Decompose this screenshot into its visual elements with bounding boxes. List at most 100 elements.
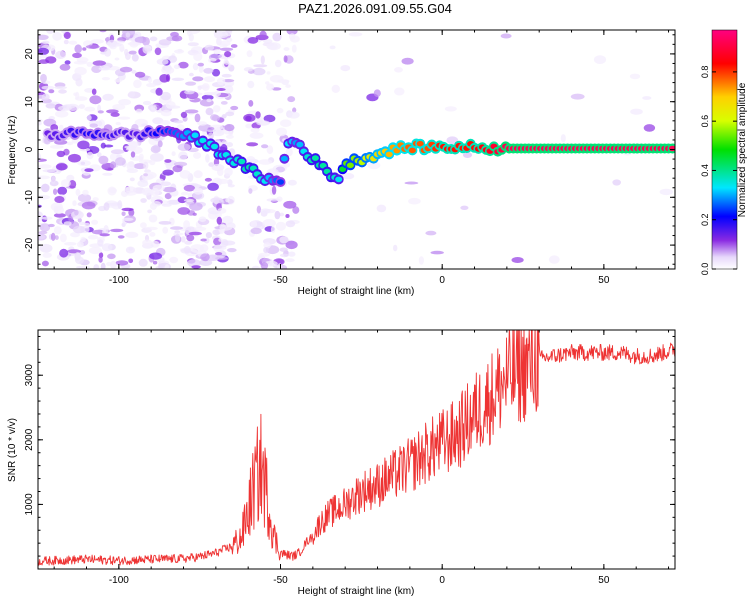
x-tick-label: -50 (273, 275, 288, 286)
ridge-point (199, 137, 207, 144)
noise-blob (279, 212, 285, 217)
noise-blob (97, 110, 104, 114)
noise-blob (177, 207, 190, 215)
noise-blob (112, 104, 126, 110)
noise-blob (54, 235, 59, 240)
noise-blob (217, 168, 224, 176)
noise-blob (184, 109, 199, 114)
top-y-axis-label: Frequency (Hz) (7, 116, 18, 185)
noise-blob (199, 259, 213, 266)
x-tick-label: 50 (598, 275, 610, 286)
noise-blob (49, 145, 64, 149)
noise-blob (256, 205, 262, 214)
noise-blob (213, 244, 224, 253)
noise-blob (285, 240, 298, 250)
noise-blob (171, 35, 183, 42)
noise-blob (171, 77, 185, 82)
noise-blob (129, 177, 135, 182)
noise-blob (204, 177, 212, 182)
noise-blob (75, 188, 81, 196)
noise-blob (41, 93, 50, 101)
noise-blob (205, 153, 210, 163)
noise-blob (274, 210, 281, 220)
noise-blob (462, 152, 473, 158)
noise-blob (125, 246, 135, 254)
noise-blob (259, 30, 267, 39)
noise-blob (107, 186, 117, 196)
figure-title: PAZ1.2026.091.09.55.G04 (298, 1, 452, 16)
noise-blob (418, 256, 424, 265)
noise-blob (260, 262, 269, 269)
noise-blob (272, 32, 282, 42)
noise-blob (97, 152, 102, 158)
colorbar-tick-label: 0.0 (700, 263, 710, 276)
noise-blob (205, 232, 212, 239)
noise-blob (101, 77, 110, 81)
noise-blob (124, 145, 133, 149)
noise-blob (60, 179, 71, 188)
noise-blob (93, 264, 100, 269)
noise-blob (103, 202, 110, 211)
noise-blob (134, 36, 147, 44)
noise-blob (192, 212, 197, 216)
noise-blob (177, 143, 191, 151)
y-tick-label: 10 (24, 96, 35, 108)
noise-blob (106, 202, 121, 206)
noise-blob (99, 30, 107, 33)
noise-blob (263, 247, 269, 254)
noise-blob (57, 186, 68, 196)
noise-blob (60, 233, 67, 243)
noise-blob (226, 142, 233, 148)
noise-blob (180, 236, 186, 243)
noise-blob (187, 192, 195, 199)
noise-blob (138, 153, 144, 161)
noise-blob (58, 89, 67, 94)
noise-blob (164, 193, 172, 200)
noise-blob (131, 69, 137, 74)
noise-blob (102, 172, 113, 176)
ridge-point (408, 147, 416, 154)
noise-blob (216, 88, 226, 91)
noise-blob (186, 234, 195, 242)
noise-blob (73, 60, 88, 65)
noise-blob (401, 57, 414, 65)
noise-blob (152, 260, 158, 265)
noise-blob (444, 106, 457, 112)
noise-blob (224, 51, 232, 58)
top-y-ticks: -20 -10 0 10 20 (24, 34, 675, 265)
noise-blob (115, 121, 121, 126)
noise-blob (266, 42, 278, 50)
noise-blob (56, 150, 66, 158)
noise-blob (197, 121, 208, 126)
noise-blob (150, 153, 164, 162)
noise-blob (219, 43, 228, 48)
noise-blob (40, 73, 47, 83)
noise-blob (250, 220, 258, 228)
noise-blob (285, 220, 296, 228)
noise-blob (100, 262, 106, 269)
noise-blob (266, 198, 281, 202)
noise-blob (266, 145, 274, 155)
noise-blob (175, 233, 181, 243)
noise-blob (59, 248, 69, 258)
noise-blob (91, 88, 97, 95)
noise-blob (98, 155, 109, 165)
noise-blob (225, 134, 234, 139)
noise-blob (184, 240, 193, 245)
noise-blob (283, 55, 288, 63)
noise-blob (147, 209, 153, 214)
noise-blob (247, 37, 259, 44)
noise-blob (154, 47, 162, 56)
noise-blob (188, 231, 202, 236)
noise-blob (75, 256, 84, 265)
noise-blob (78, 104, 86, 109)
noise-blob (148, 214, 158, 223)
y-tick-label: 2000 (24, 428, 35, 451)
noise-blob (110, 112, 120, 117)
x-tick-label: -100 (109, 575, 129, 586)
noise-blob (285, 214, 290, 218)
noise-blob (171, 151, 176, 157)
bottom-y-axis-label: SNR (10 * v/v) (7, 418, 18, 482)
noise-blob (248, 188, 253, 194)
noise-blob (243, 113, 256, 122)
